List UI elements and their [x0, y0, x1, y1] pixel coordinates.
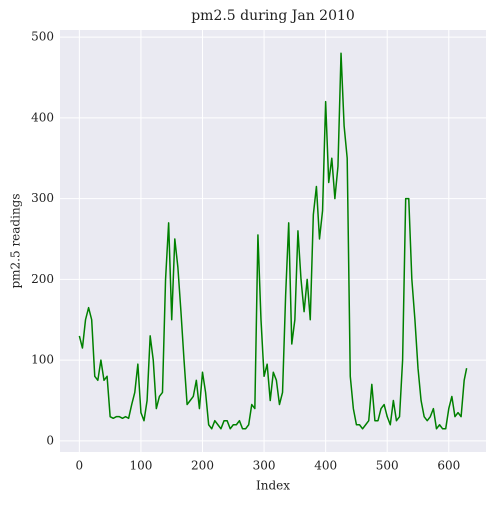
x-tick-label: 0	[76, 459, 84, 473]
y-tick-label: 500	[31, 30, 54, 44]
y-tick-label: 200	[31, 272, 54, 286]
chart-title: pm2.5 during Jan 2010	[191, 8, 355, 24]
x-tick-label: 100	[129, 459, 152, 473]
data-line	[78, 52, 468, 430]
y-tick-label: 400	[31, 110, 54, 124]
y-tick-label: 100	[31, 353, 54, 367]
x-tick-label: 500	[376, 459, 399, 473]
x-axis-label: Index	[256, 479, 290, 493]
y-tick-label: 0	[46, 433, 54, 447]
x-tick-label: 400	[314, 459, 337, 473]
y-tick-label: 300	[31, 191, 54, 205]
y-axis-label: pm2.5 readings	[9, 193, 23, 288]
plot-area	[60, 30, 486, 452]
x-tick-label: 200	[191, 459, 214, 473]
x-tick-label: 300	[253, 459, 276, 473]
x-tick-label: 600	[437, 459, 460, 473]
